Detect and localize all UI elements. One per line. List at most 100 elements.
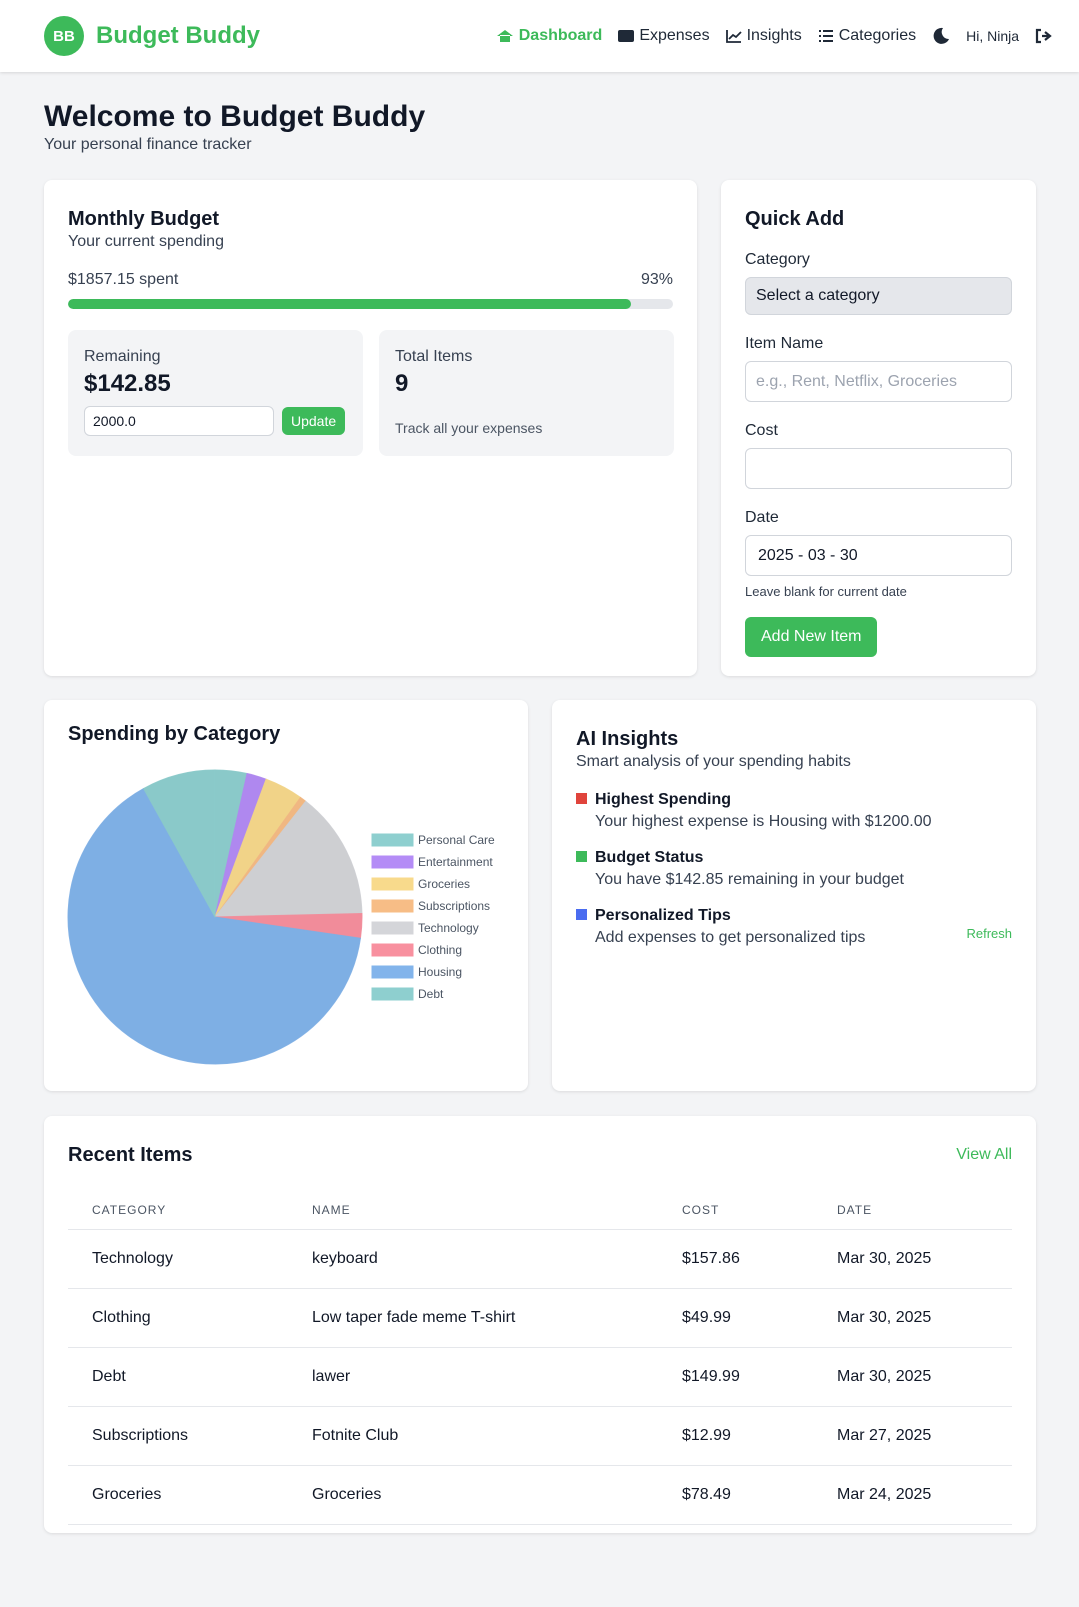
navbar: BB Budget Buddy Dashboard Expenses Insig…	[0, 0, 1079, 72]
icon	[818, 30, 833, 42]
card-title: AI Insights	[576, 728, 679, 750]
refresh[interactable]: Refresh	[966, 926, 1012, 941]
table-body: Technology keyboard $157.86 Mar 30, 2025 Clo…	[68, 1229, 1012, 1525]
pie-slice	[67, 788, 361, 1065]
table-row: Clothing Low taper fade meme T-shirt $49.9…	[68, 1288, 1012, 1348]
total-value: 9	[395, 370, 409, 397]
total-box: Total Items 9 Track all your expenses	[379, 330, 674, 456]
field-label: Category	[745, 251, 810, 268]
page-subtitle: Your personal finance tracker	[44, 136, 252, 153]
percent: 93%	[640, 271, 673, 288]
table-cell: Low taper fade meme T-shirt	[288, 1288, 658, 1348]
legend-swatch	[371, 987, 414, 1001]
table-cell: Mar 30, 2025	[813, 1347, 1012, 1407]
legend-swatch	[371, 833, 414, 847]
table-cell: $157.86	[658, 1229, 813, 1289]
table-cell: Mar 27, 2025	[813, 1406, 1012, 1466]
legend-swatch	[371, 921, 414, 935]
page-title: Welcome to Budget Buddy	[44, 100, 426, 133]
table-row: Subscriptions Fotnite Club $12.99 Mar 27, 2…	[68, 1406, 1012, 1466]
card-subtitle: Smart analysis of your spending habits	[576, 753, 851, 770]
legend-label: Subscriptions	[418, 899, 490, 913]
chart: Spending by Category Personal Care Entert…	[67, 723, 495, 1065]
progress-row: $1857.15 spent 93%	[68, 271, 673, 289]
table-cell: Mar 24, 2025	[813, 1465, 1012, 1525]
nav-label: Expenses	[639, 27, 710, 44]
field-label: Cost	[745, 422, 778, 439]
cost-input[interactable]	[745, 448, 1012, 489]
spent: $1857.15 spent	[68, 271, 179, 288]
budget-input[interactable]: 2000.0	[84, 406, 274, 436]
recent-table: CATEGORY NAME COST DATE Technology keyboard $1…	[68, 1191, 1012, 1525]
nav-link[interactable]: Categories	[818, 27, 916, 45]
greeting: Hi, Ninja	[966, 28, 1019, 44]
table-cell: Mar 30, 2025	[813, 1288, 1012, 1348]
remaining-value: $142.85	[84, 370, 171, 397]
item-name-input[interactable]: e.g., Rent, Netflix, Groceries	[745, 361, 1012, 402]
nav-links: Dashboard Expenses Insights Categories H…	[496, 27, 1053, 45]
nav-link[interactable]: Dashboard	[496, 27, 602, 45]
logo[interactable]: BB	[44, 16, 84, 56]
table-cell: Groceries	[288, 1465, 658, 1525]
insight: Personalized Tips Add expenses to get per…	[576, 907, 1012, 947]
nav-link[interactable]: Insights	[725, 27, 802, 45]
chart-card: Spending by Category Personal Care Entert…	[44, 700, 528, 1091]
insight-text: Your highest expense is Housing with $12…	[595, 813, 932, 830]
theme-toggle[interactable]	[932, 27, 950, 45]
column-header: NAME	[288, 1191, 658, 1230]
add-button[interactable]: Add New Item	[745, 617, 878, 657]
legend-label: Technology	[418, 921, 479, 935]
icon	[618, 30, 635, 42]
table-cell: Subscriptions	[68, 1406, 288, 1466]
legend-swatch	[371, 943, 414, 957]
chart-title: Spending by Category	[68, 723, 281, 745]
table-cell: $12.99	[658, 1406, 813, 1466]
table-cell: Technology	[68, 1229, 288, 1289]
update-button[interactable]: Update	[282, 407, 346, 435]
view-all[interactable]: View All	[956, 1146, 1012, 1163]
category-select[interactable]: Select a category	[745, 277, 1012, 315]
legend-label: Groceries	[418, 877, 470, 891]
legend-label: Clothing	[418, 943, 462, 957]
table-row: Debt lawer $149.99 Mar 30, 2025	[68, 1347, 1012, 1407]
legend-swatch	[371, 899, 414, 913]
table-cell: lawer	[288, 1347, 658, 1407]
table-cell: Fotnite Club	[288, 1406, 658, 1466]
table-cell: $49.99	[658, 1288, 813, 1348]
table-row: Groceries Groceries $78.49 Mar 24, 2025	[68, 1465, 1012, 1525]
nav-label: Insights	[746, 27, 802, 44]
insight-text: Add expenses to get personalized tips	[595, 929, 866, 946]
column-header: CATEGORY	[68, 1191, 288, 1230]
label: Total Items	[395, 348, 473, 365]
header-row: CATEGORY NAME COST DATE	[68, 1191, 1012, 1230]
table-row: Technology keyboard $157.86 Mar 30, 2025	[68, 1229, 1012, 1289]
field-label: Date	[745, 509, 779, 526]
card-subtitle: Your current spending	[68, 233, 224, 250]
insight: Budget Status You have $142.85 remaining …	[576, 849, 1012, 889]
legend-swatch	[371, 855, 414, 869]
legend-swatch	[371, 877, 414, 891]
date-input[interactable]: 2025 - 03 - 30	[745, 535, 1012, 576]
table-cell: Groceries	[68, 1465, 288, 1525]
pie-slice	[214, 800, 363, 918]
table-cell: Mar 30, 2025	[813, 1229, 1012, 1289]
header: Welcome to Budget Buddy Your personal fi…	[0, 100, 1079, 154]
table-cell: $149.99	[658, 1347, 813, 1407]
pie-slice	[143, 769, 216, 918]
insight: Highest Spending Your highest expense is …	[576, 791, 1012, 831]
legend-swatch	[371, 965, 414, 979]
legend-label: Housing	[418, 965, 462, 979]
note: Track all your expenses	[395, 420, 543, 436]
hint: Leave blank for current date	[745, 584, 907, 599]
remaining-box: Remaining $142.85 2000.0 Update	[68, 330, 363, 456]
icon	[496, 30, 513, 42]
table-cell: Debt	[68, 1347, 288, 1407]
brand[interactable]: Budget Buddy	[96, 22, 260, 49]
progress-track	[68, 299, 673, 309]
logout[interactable]	[1035, 28, 1053, 44]
nav-link[interactable]: Expenses	[618, 27, 710, 45]
card-title: Quick Add	[745, 208, 845, 230]
legend-label: Entertainment	[418, 855, 493, 869]
